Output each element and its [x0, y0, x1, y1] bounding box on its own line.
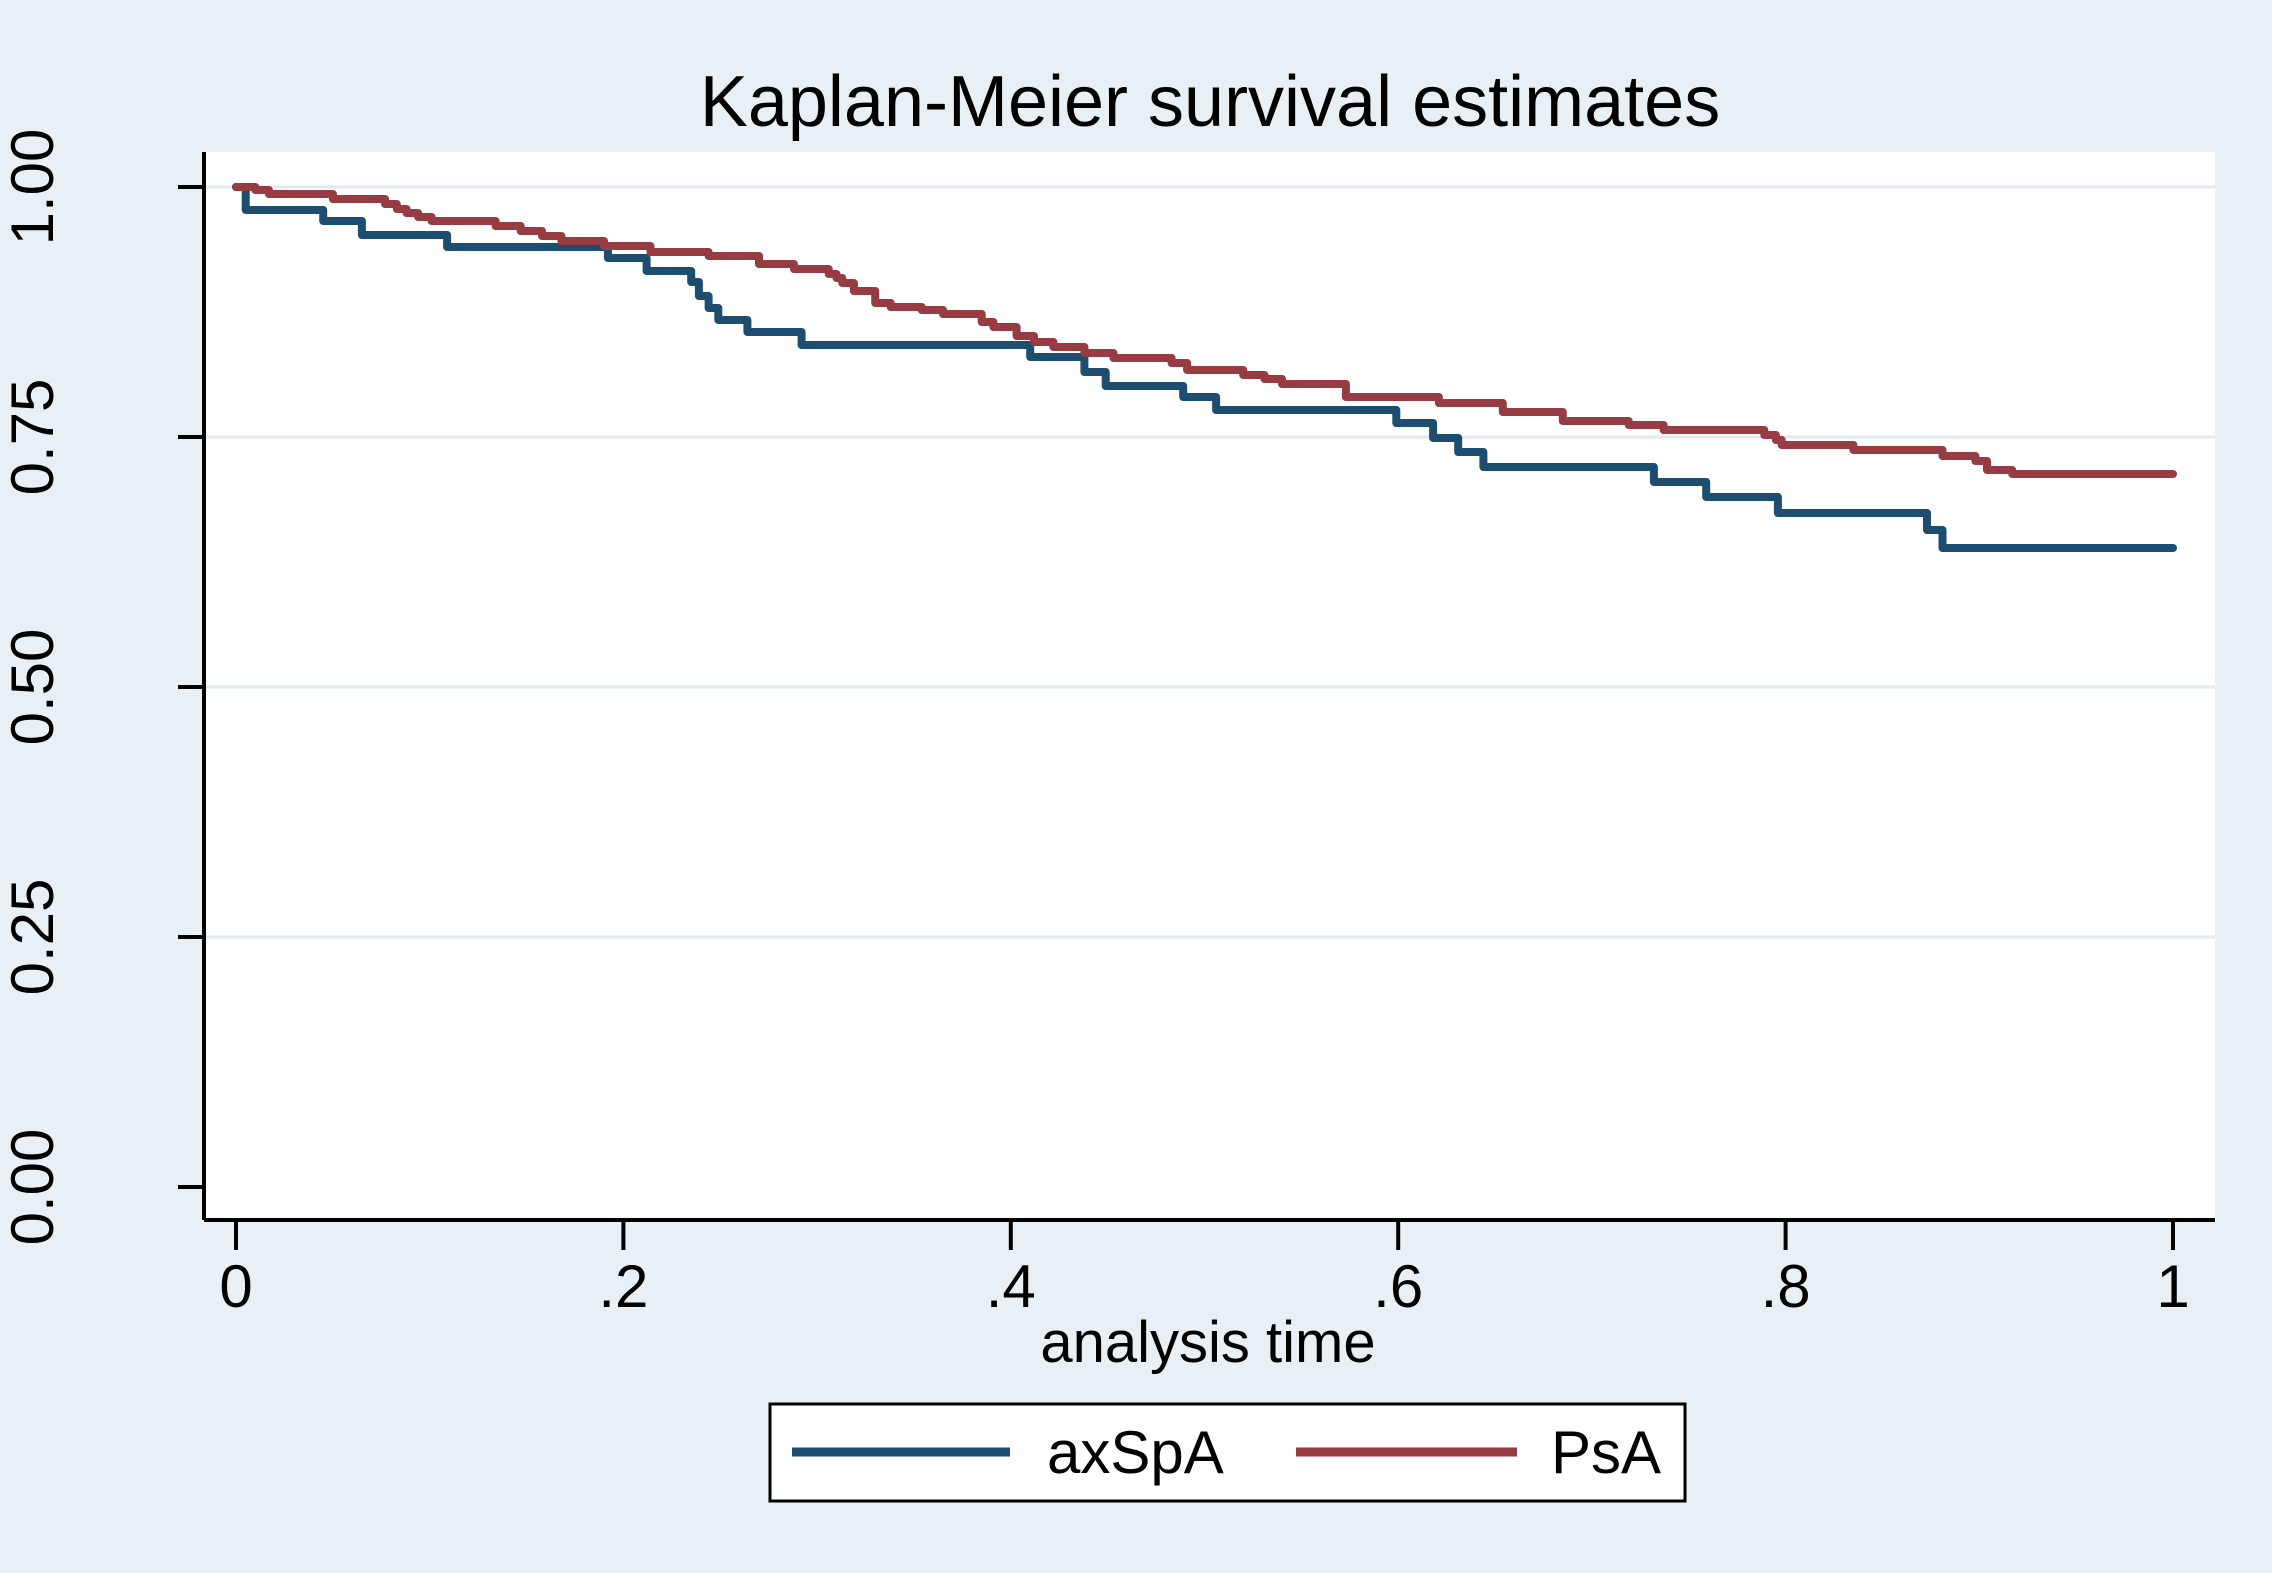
legend: axSpA PsA	[768, 1402, 1687, 1503]
y-tick-label: 0.50	[0, 629, 66, 746]
horizontal-gridlines	[204, 185, 2215, 939]
x-tick-label: .4	[986, 1253, 1036, 1320]
x-axis-title: analysis time	[1040, 1310, 1375, 1375]
survival-curve-psa	[232, 183, 2177, 478]
x-tick-label: 1	[2156, 1253, 2189, 1320]
x-tick-label: .6	[1373, 1253, 1423, 1320]
survival-curve-axspa	[232, 183, 2177, 552]
legend-label-psa: PsA	[1551, 1419, 1661, 1486]
chart-title: Kaplan-Meier survival estimates	[700, 62, 1720, 142]
x-tick-label: .8	[1761, 1253, 1811, 1320]
y-tick-label: 0.75	[0, 379, 66, 496]
y-axis-ticks: 0.00 0.25 0.50 0.75 1.00	[0, 129, 204, 1246]
y-tick-label: 1.00	[0, 129, 66, 246]
y-tick-label: 0.00	[0, 1129, 66, 1246]
x-tick-label: .2	[598, 1253, 648, 1320]
x-tick-label: 0	[219, 1253, 252, 1320]
x-axis-ticks: 0 .2 .4 .6 .8 1	[219, 1220, 2190, 1320]
legend-label-axspa: axSpA	[1047, 1419, 1224, 1486]
y-tick-label: 0.25	[0, 879, 66, 996]
survival-curves	[232, 183, 2177, 552]
